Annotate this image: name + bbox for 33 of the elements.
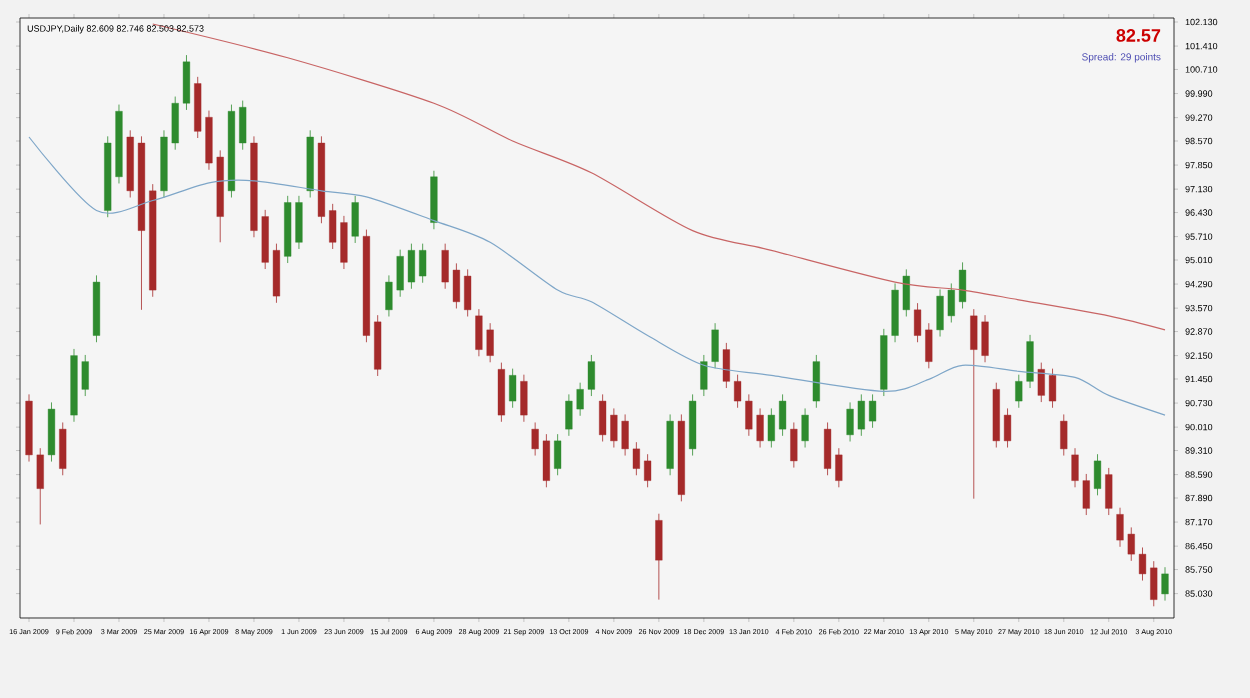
candlestick <box>1048 368 1057 409</box>
candlestick <box>689 393 697 456</box>
candlestick <box>430 170 438 230</box>
candlestick <box>1003 408 1012 448</box>
candlestick <box>351 195 359 244</box>
line-series <box>28 136 1166 416</box>
candlestick <box>1093 453 1102 496</box>
candlestick <box>374 314 382 377</box>
candlestick <box>1060 414 1068 456</box>
candlestick <box>554 433 562 476</box>
candlestick <box>1161 566 1169 602</box>
candlestick <box>868 393 877 429</box>
candlestick <box>1105 467 1113 516</box>
candlestick <box>655 513 663 601</box>
candlestick <box>722 342 730 389</box>
candlestick <box>59 422 67 476</box>
candlestick <box>497 362 505 423</box>
candlestick <box>644 453 652 488</box>
candlestick <box>779 393 787 437</box>
candlestick <box>464 268 472 317</box>
candlestick <box>958 261 967 309</box>
candlestick <box>419 243 427 284</box>
candlestick <box>509 368 517 409</box>
annotation: 82.57 <box>1116 29 1161 42</box>
candlestick <box>790 422 798 468</box>
candlestick <box>666 414 674 476</box>
candlestick <box>801 408 809 448</box>
candlestick <box>239 100 247 151</box>
candlestick <box>767 408 775 448</box>
candlestick <box>1037 362 1045 403</box>
candlestick <box>520 374 528 423</box>
candlestick <box>47 402 56 462</box>
candlestick <box>812 354 820 409</box>
